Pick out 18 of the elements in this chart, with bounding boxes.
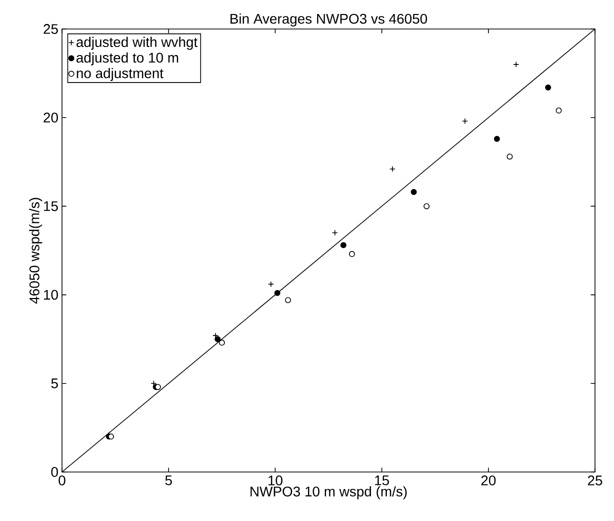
legend-label: adjusted with wvhgt xyxy=(76,36,198,50)
x-tick-label: 0 xyxy=(58,476,66,486)
x-tick-label: 20 xyxy=(481,476,496,486)
legend-label: no adjustment xyxy=(76,68,164,81)
x-tick-label: 5 xyxy=(165,476,172,486)
y-tick-label: 0 xyxy=(51,467,58,477)
chart-title: Bin Averages NWPO3 vs 46050 xyxy=(230,13,428,26)
y-tick-label: 5 xyxy=(51,378,58,388)
x-tick-label: 15 xyxy=(375,476,389,486)
y-tick-label: 10 xyxy=(44,290,58,300)
y-tick-label: 15 xyxy=(44,201,58,212)
x-tick-label: 25 xyxy=(588,476,602,486)
legend-label: adjusted to 10 m xyxy=(76,52,178,66)
y-tick-label: 25 xyxy=(44,24,58,34)
x-axis-title: NWPO3 10 m wspd (m/s) xyxy=(250,486,407,500)
y-tick-label: 20 xyxy=(44,112,58,123)
y-axis-title: 46050 wspd(m/s) xyxy=(29,198,42,304)
x-tick-label: 10 xyxy=(268,476,282,486)
